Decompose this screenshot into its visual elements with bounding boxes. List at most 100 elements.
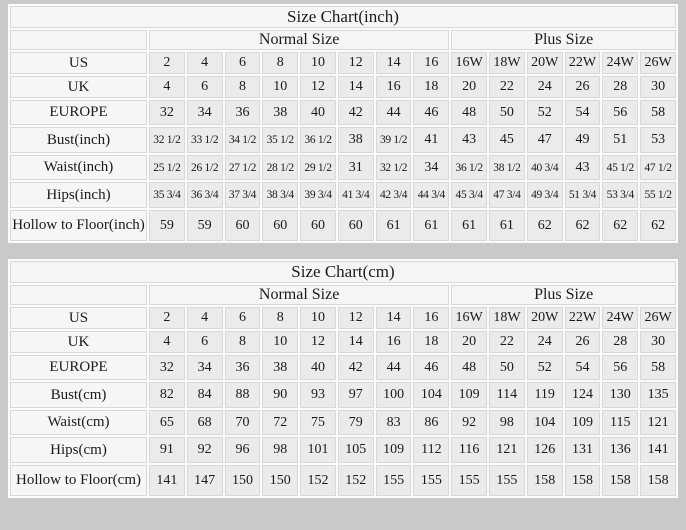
value-cell: 26 (564, 76, 601, 98)
value-cell: 61 (375, 210, 412, 241)
value-cell: 98 (489, 410, 525, 435)
value-cell: 40 3/4 (526, 155, 563, 180)
value-cell: 30 (640, 76, 676, 98)
value-cell: 59 (186, 210, 223, 241)
value-cell: 8 (262, 52, 299, 74)
value-cell: 50 (489, 355, 525, 380)
table-row: US 2 4 6 8 10 12 14 16 16W 18W 20W 22W 24W 26W (10, 52, 676, 74)
table-row: Waist(cm) 65 68 70 72 75 79 83 86 92 98 104 109 115 12… (10, 410, 676, 435)
value-cell: 52 (526, 100, 563, 125)
value-cell: 61 (451, 210, 488, 241)
value-cell: 116 (451, 437, 488, 463)
value-cell: 34 1/2 (224, 127, 261, 153)
value-cell: 16W (451, 307, 488, 329)
value-cell: 35 1/2 (262, 127, 299, 153)
group-header-normal-size: Normal Size (149, 285, 450, 305)
value-cell: 158 (640, 465, 676, 496)
value-cell: 150 (262, 465, 299, 496)
row-label: UK (10, 76, 147, 98)
value-cell: 32 1/2 (149, 127, 185, 153)
value-cell: 119 (526, 382, 563, 408)
value-cell: 42 3/4 (375, 182, 412, 208)
value-cell: 12 (337, 307, 374, 329)
row-label: US (10, 52, 147, 74)
value-cell: 16 (375, 331, 412, 353)
value-cell: 91 (149, 437, 185, 463)
value-cell: 54 (564, 355, 601, 380)
value-cell: 28 1/2 (262, 155, 299, 180)
value-cell: 60 (224, 210, 261, 241)
table-row: Hips(inch) 35 3/4 36 3/4 37 3/4 38 3/4 39 3/4… (10, 182, 676, 208)
value-cell: 25 1/2 (149, 155, 185, 180)
value-cell: 18 (413, 331, 450, 353)
value-cell: 97 (337, 382, 374, 408)
value-cell: 61 (413, 210, 450, 241)
value-cell: 43 (451, 127, 488, 153)
value-cell: 10 (300, 52, 336, 74)
value-cell: 36 3/4 (186, 182, 223, 208)
value-cell: 61 (489, 210, 525, 241)
value-cell: 60 (337, 210, 374, 241)
value-cell: 16 (413, 52, 450, 74)
value-cell: 10 (262, 331, 299, 353)
value-cell: 82 (149, 382, 185, 408)
row-label: Bust(inch) (10, 127, 147, 153)
value-cell: 60 (262, 210, 299, 241)
value-cell: 62 (526, 210, 563, 241)
row-label: Bust(cm) (10, 382, 147, 408)
value-cell: 83 (375, 410, 412, 435)
value-cell: 20 (451, 76, 488, 98)
value-cell: 38 (262, 355, 299, 380)
value-cell: 28 (602, 331, 639, 353)
table-title: Size Chart(cm) (10, 261, 676, 283)
value-cell: 155 (451, 465, 488, 496)
value-cell: 92 (186, 437, 223, 463)
row-label: US (10, 307, 147, 329)
value-cell: 26W (640, 52, 676, 74)
value-cell: 2 (149, 307, 185, 329)
value-cell: 104 (413, 382, 450, 408)
value-cell: 24 (526, 331, 563, 353)
value-cell: 44 (375, 100, 412, 125)
group-header-plus-size: Plus Size (451, 30, 676, 50)
value-cell: 62 (564, 210, 601, 241)
table-row: EUROPE 32 34 36 38 40 42 44 46 48 50 52 54 56 58 (10, 355, 676, 380)
table-row: Hollow to Floor(inch) 59 59 60 60 60 60 61 61 61 6… (10, 210, 676, 241)
value-cell: 53 3/4 (602, 182, 639, 208)
value-cell: 100 (375, 382, 412, 408)
value-cell: 18 (413, 76, 450, 98)
value-cell: 36 (224, 355, 261, 380)
value-cell: 41 (413, 127, 450, 153)
value-cell: 34 (186, 100, 223, 125)
value-cell: 33 1/2 (186, 127, 223, 153)
value-cell: 10 (262, 76, 299, 98)
value-cell: 48 (451, 100, 488, 125)
value-cell: 18W (489, 307, 525, 329)
value-cell: 14 (337, 331, 374, 353)
value-cell: 12 (300, 76, 336, 98)
value-cell: 51 3/4 (564, 182, 601, 208)
table-row: EUROPE 32 34 36 38 40 42 44 46 48 50 52 54 56 58 (10, 100, 676, 125)
table-title-row: Size Chart(cm) (10, 261, 676, 283)
value-cell: 40 (300, 355, 336, 380)
table-row: US 2 4 6 8 10 12 14 16 16W 18W 20W 22W 24W 26W (10, 307, 676, 329)
value-cell: 55 1/2 (640, 182, 676, 208)
value-cell: 4 (149, 76, 185, 98)
value-cell: 18W (489, 52, 525, 74)
value-cell: 26 1/2 (186, 155, 223, 180)
value-cell: 38 3/4 (262, 182, 299, 208)
value-cell: 12 (300, 331, 336, 353)
value-cell: 54 (564, 100, 601, 125)
value-cell: 56 (602, 355, 639, 380)
value-cell: 49 (564, 127, 601, 153)
size-chart-cm-table: Size Chart(cm) Normal Size Plus Size US 2… (8, 259, 678, 498)
value-cell: 79 (337, 410, 374, 435)
value-cell: 124 (564, 382, 601, 408)
value-cell: 20W (526, 52, 563, 74)
row-label: EUROPE (10, 355, 147, 380)
table-title: Size Chart(inch) (10, 6, 676, 28)
value-cell: 20W (526, 307, 563, 329)
value-cell: 101 (300, 437, 336, 463)
value-cell: 35 3/4 (149, 182, 185, 208)
value-cell: 109 (564, 410, 601, 435)
